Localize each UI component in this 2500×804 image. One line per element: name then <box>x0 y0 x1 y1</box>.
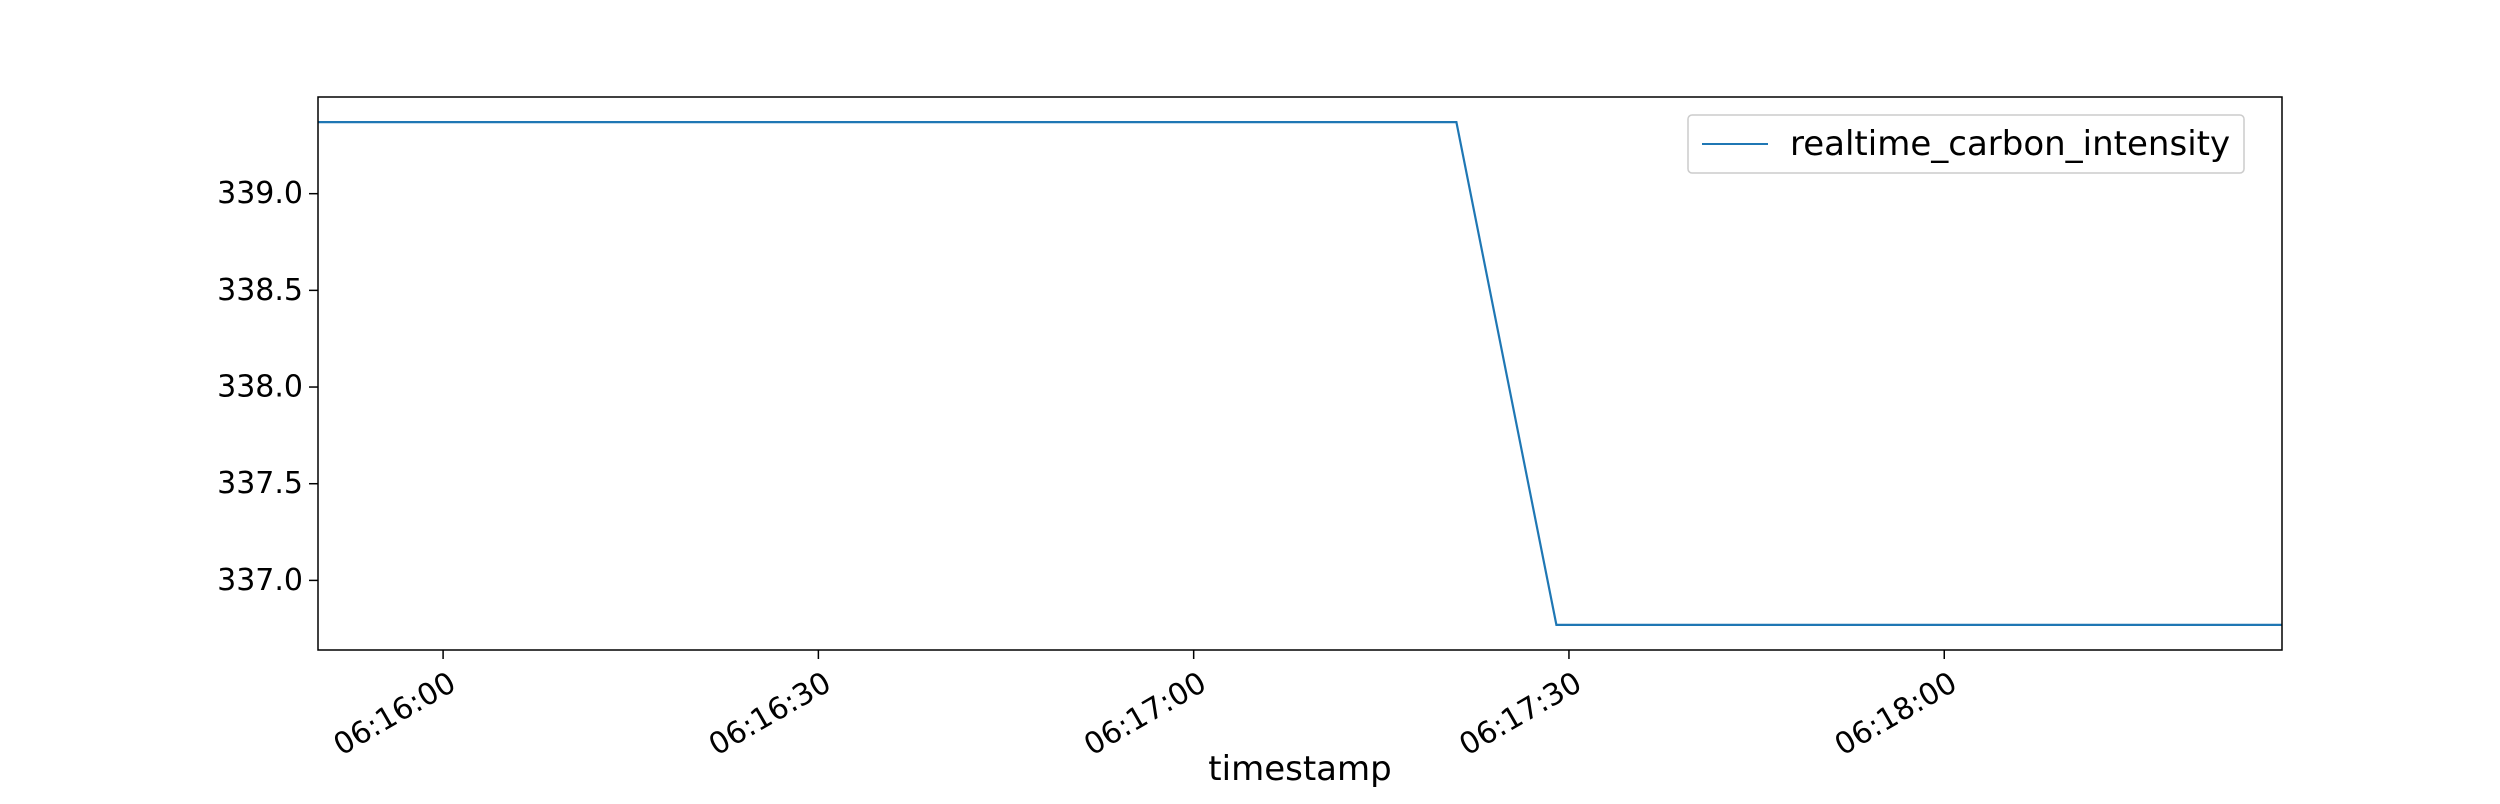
x-tick-label: 06:16:30 <box>703 665 837 763</box>
x-tick-label: 06:17:30 <box>1454 665 1588 763</box>
x-tick-label: 06:17:00 <box>1078 665 1212 763</box>
y-tick-label: 337.0 <box>217 563 303 598</box>
y-tick-label: 337.5 <box>217 466 303 501</box>
series-line <box>318 120 2282 627</box>
y-tick-label: 339.0 <box>217 176 303 211</box>
plot-area-frame <box>317 96 2283 651</box>
legend-entry-label: realtime_carbon_intensity <box>1790 124 2230 164</box>
x-axis-label: timestamp <box>1208 749 1391 789</box>
legend: realtime_carbon_intensity <box>1687 114 2245 174</box>
y-tick-label: 338.5 <box>217 273 303 308</box>
x-axis: 06:16:00 06:16:30 06:17:00 06:17:30 06:18:00 <box>328 650 1963 763</box>
y-tick-label: 338.0 <box>217 370 303 405</box>
plot-series <box>318 120 2282 627</box>
x-tick-label: 06:18:00 <box>1829 665 1963 763</box>
x-tick-label: 06:16:00 <box>328 665 462 763</box>
legend-box <box>1687 114 2245 174</box>
y-axis: 337.0 337.5 338.0 338.5 339.0 <box>217 176 318 598</box>
